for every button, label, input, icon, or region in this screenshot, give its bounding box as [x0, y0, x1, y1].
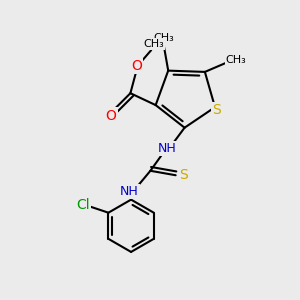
Text: S: S	[179, 168, 188, 182]
Text: O: O	[106, 109, 116, 122]
Text: Cl: Cl	[76, 198, 90, 212]
Text: CH₃: CH₃	[144, 39, 165, 49]
Text: S: S	[212, 103, 221, 117]
Text: CH₃: CH₃	[226, 55, 247, 65]
Text: NH: NH	[120, 185, 139, 198]
Text: O: O	[131, 58, 142, 73]
Text: NH: NH	[158, 142, 176, 155]
Text: CH₃: CH₃	[153, 33, 174, 43]
